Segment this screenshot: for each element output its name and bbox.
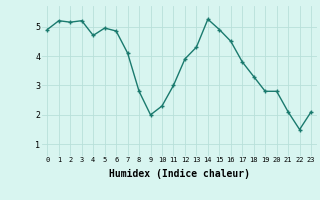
X-axis label: Humidex (Indice chaleur): Humidex (Indice chaleur) bbox=[109, 169, 250, 179]
